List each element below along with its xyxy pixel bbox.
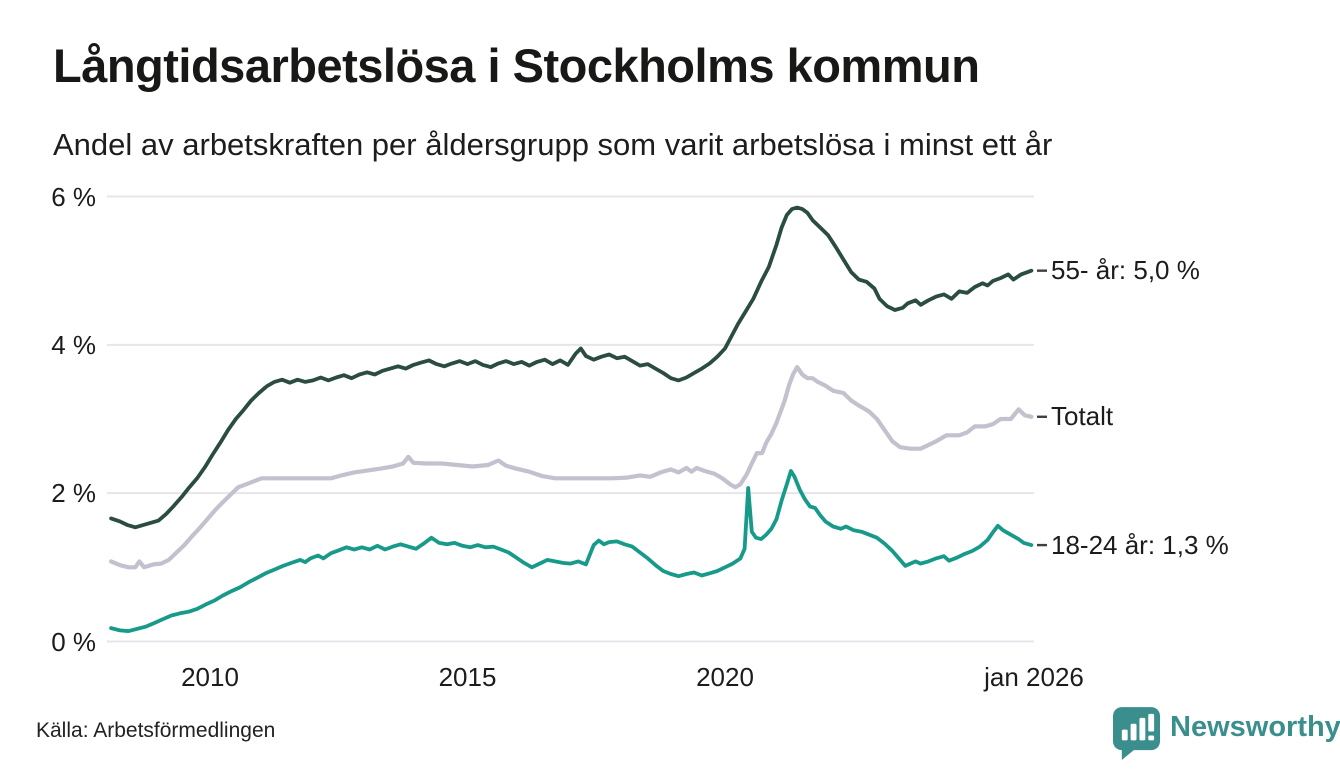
chart-subtitle: Andel av arbetskraften per åldersgrupp s… bbox=[53, 127, 1053, 162]
newsworthy-logo: Newsworthy bbox=[1113, 707, 1340, 761]
x-tick-label: 2015 bbox=[438, 662, 497, 692]
x-tick-label: 2020 bbox=[696, 662, 754, 692]
y-tick-label: 2 % bbox=[51, 478, 96, 509]
brand-name: Newsworthy bbox=[1170, 711, 1340, 743]
newsworthy-bubble-chart-icon bbox=[1113, 707, 1160, 760]
source-note: Källa: Arbetsförmedlingen bbox=[36, 719, 276, 742]
x-tick-label: 2010 bbox=[181, 662, 239, 692]
y-tick-label: 0 % bbox=[51, 626, 96, 657]
x-tick-label: jan 2026 bbox=[984, 662, 1084, 692]
y-tick-label: 6 % bbox=[51, 181, 96, 212]
y-tick-label: 4 % bbox=[51, 329, 96, 360]
series-line-totalt bbox=[108, 365, 1034, 570]
series-end-label-totalt: Totalt bbox=[1051, 401, 1114, 432]
series-end-label-18-24-ar: 18-24 år: 1,3 % bbox=[1051, 529, 1229, 560]
series-line-55-ar bbox=[109, 205, 1034, 530]
series-end-label-55-ar: 55- år: 5,0 % bbox=[1051, 255, 1200, 286]
series-line-18-24-ar bbox=[109, 468, 1034, 633]
chart-title: Långtidsarbetslösa i Stockholms kommun bbox=[53, 39, 980, 92]
